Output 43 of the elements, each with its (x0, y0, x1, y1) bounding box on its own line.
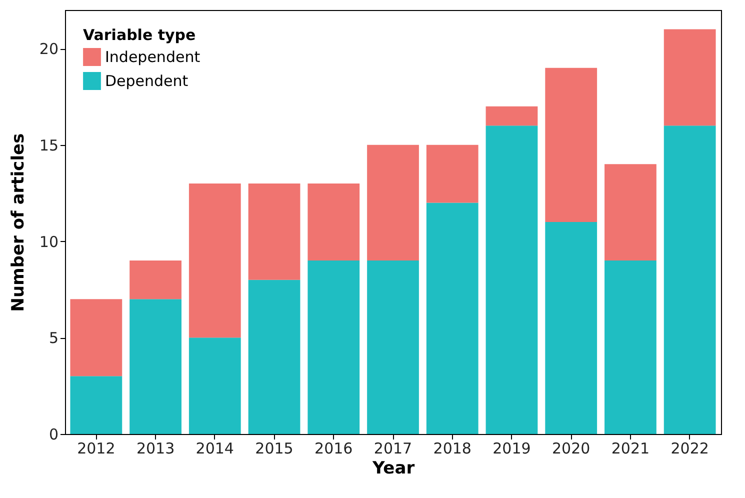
x-tick-label: 2019 (492, 440, 531, 458)
x-tick-label: 2017 (374, 440, 412, 458)
bar (426, 202, 478, 434)
bar (367, 144, 419, 261)
bar (248, 183, 300, 280)
y-tick-label: 20 (39, 40, 58, 58)
legend-label: Dependent (105, 72, 188, 90)
bar (604, 260, 656, 434)
bar (664, 29, 716, 126)
bar (308, 260, 360, 434)
bar (70, 299, 122, 376)
bar (367, 260, 419, 434)
bar (188, 183, 241, 338)
x-tick-label: 2021 (611, 440, 650, 458)
y-axis-title: Number of articles (8, 133, 28, 312)
bar (545, 68, 598, 222)
bar (70, 376, 122, 434)
y-tick-label: 10 (39, 232, 58, 251)
x-tick-label: 2015 (255, 440, 294, 458)
legend-label: Independent (105, 48, 200, 66)
bar (308, 183, 360, 261)
y-tick-label: 15 (39, 136, 58, 154)
bar (604, 164, 656, 261)
bar (130, 299, 182, 434)
bar (188, 338, 241, 434)
x-tick-label: 2014 (196, 440, 234, 458)
y-tick-label: 5 (48, 329, 58, 348)
y-tick-label: 0 (48, 426, 58, 444)
bar (545, 222, 598, 434)
x-axis-title: Year (371, 458, 416, 478)
x-tick-label: 2016 (314, 440, 353, 458)
x-tick-label: 2012 (77, 440, 116, 458)
x-tick-label: 2018 (433, 440, 472, 458)
bar (664, 126, 716, 434)
bar (486, 106, 538, 126)
bar (426, 144, 478, 203)
x-tick-label: 2013 (136, 440, 175, 458)
x-tick-label: 2020 (552, 440, 590, 458)
bar (486, 126, 538, 434)
bar (130, 260, 182, 300)
bar (248, 280, 300, 434)
x-tick-label: 2022 (670, 440, 709, 458)
legend-title: Variable type (83, 26, 196, 44)
